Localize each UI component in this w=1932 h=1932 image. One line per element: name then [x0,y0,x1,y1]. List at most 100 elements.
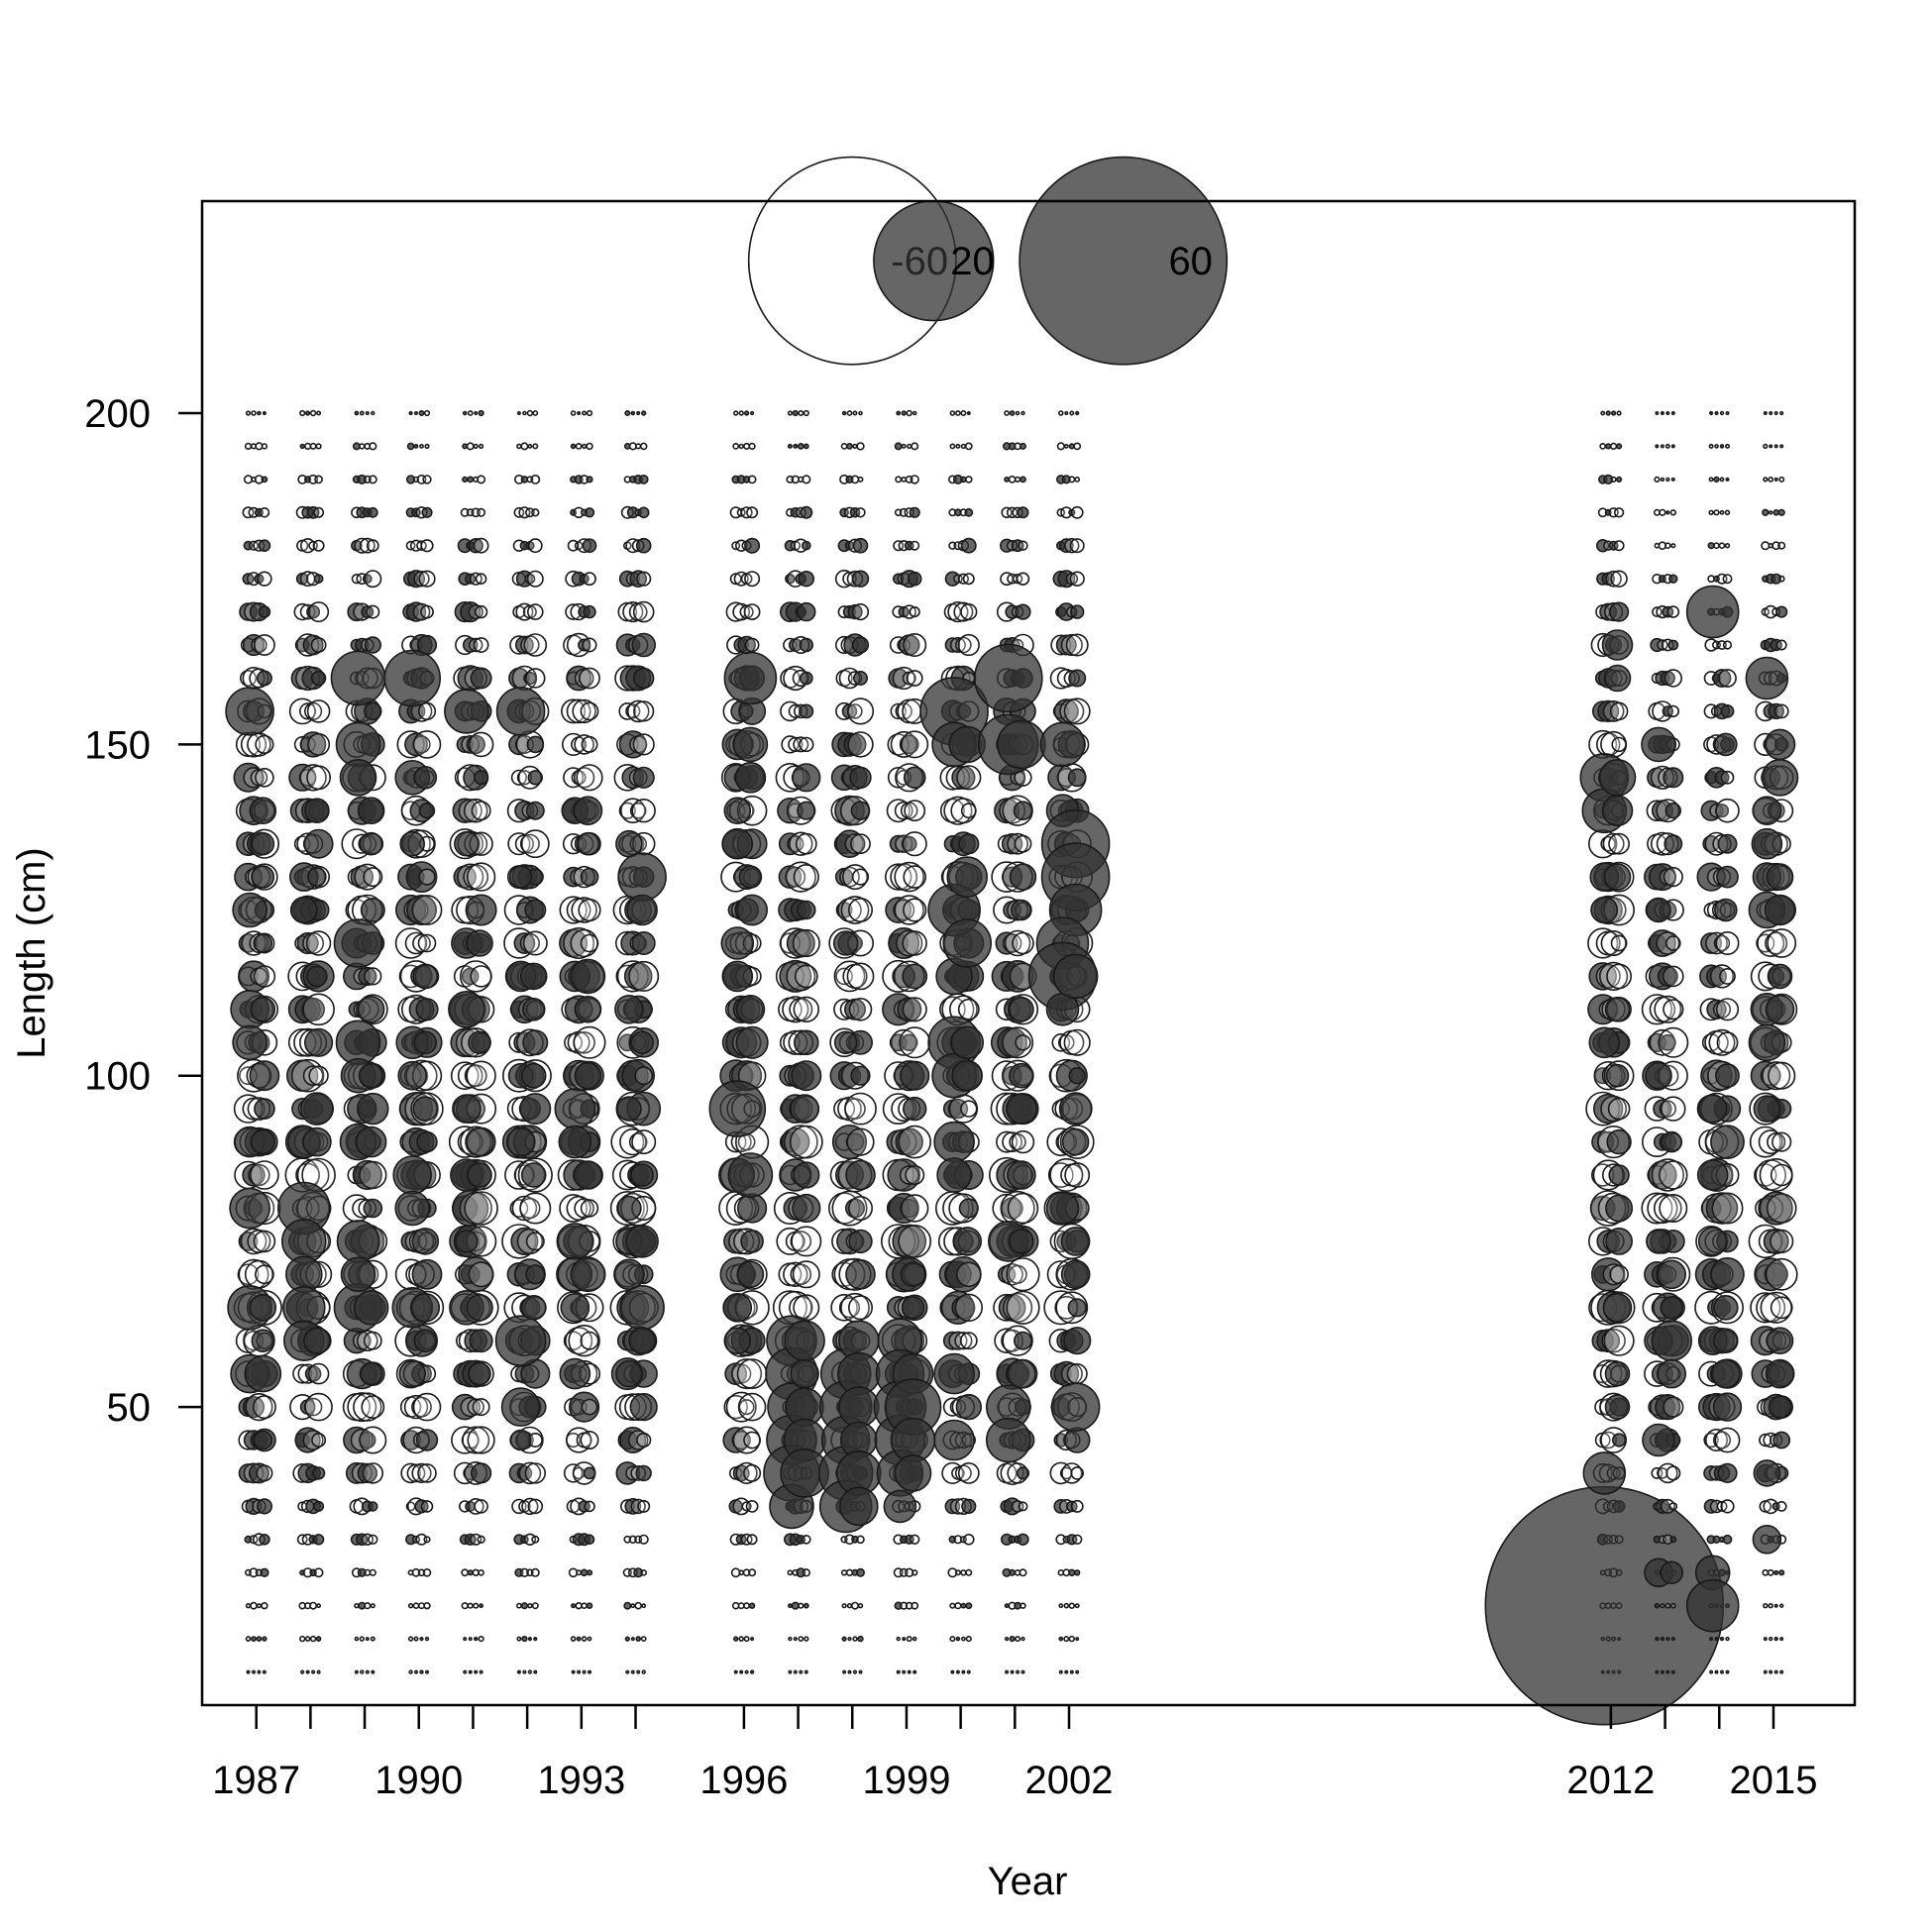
bubble [580,701,599,721]
bubble [1065,572,1079,586]
bubble [411,1396,432,1418]
bubble [1020,1602,1026,1609]
bubble [803,443,809,450]
bubble [370,1603,376,1609]
bubble [575,1601,583,1610]
bubble [847,1669,852,1674]
bubble [792,1260,820,1289]
bubble-large [570,958,606,995]
bubble-large [574,995,602,1023]
bubble [747,475,757,484]
bubble [581,1398,598,1416]
bubble [1655,1636,1660,1642]
bubble [368,475,377,484]
bubble [527,538,543,554]
bubble-large [1603,863,1632,891]
bubble [897,997,922,1022]
bubble [632,600,655,623]
bubble [1007,1192,1039,1225]
bubble-large [340,1256,376,1293]
bubble [1719,410,1725,416]
bubble [249,1060,280,1092]
bubble [364,967,382,986]
bubble [947,1567,958,1578]
bubble [313,1567,324,1578]
bubble [732,442,740,450]
bubble-large [494,1315,547,1366]
bubble [903,898,927,922]
bubble [858,1669,863,1674]
bubble [739,1669,744,1674]
bubble [953,601,974,622]
bubble [470,965,492,988]
bubble [516,1636,522,1642]
bubble [417,933,437,953]
bubble [743,442,751,450]
bubble [786,928,815,958]
bubble-large [250,1128,276,1155]
bubble [795,832,817,855]
bubble [737,1602,745,1610]
bubble-large [251,865,275,889]
bubble [1719,477,1725,483]
bubble [1016,572,1030,586]
bubble [364,1602,372,1610]
bubble-large [1761,758,1799,797]
bubble [1773,410,1778,415]
bubble-large [306,965,328,988]
bubble [1664,542,1671,550]
bubble [315,1636,322,1642]
y-tick-label: 150 [84,723,151,767]
bubble [1071,1534,1083,1546]
bubble [1603,1325,1635,1356]
bubble-large [1751,827,1783,860]
bubble [1765,1257,1798,1291]
bubble [797,900,816,920]
bubble [965,1602,973,1610]
bubble [309,442,317,450]
bubble [1610,410,1617,416]
bubble [1777,575,1785,583]
bubble [804,1636,809,1642]
bubble-large [302,1127,332,1157]
bubble-large [1711,1358,1741,1389]
bubble [1069,538,1085,554]
bubble [1768,510,1773,515]
bubble [363,1198,383,1219]
bubble [578,638,591,652]
bubble [1067,1298,1087,1318]
year-group-1999 [873,409,942,1674]
bubble [960,803,977,819]
bubble [1663,767,1684,789]
bubble [1654,1602,1661,1609]
bubble [793,1161,820,1189]
bubble [366,604,380,619]
bubble [306,699,331,723]
bubble [308,1065,329,1086]
bubble [516,1465,533,1481]
bubble [361,1395,385,1420]
bubble [363,867,383,888]
bubble [255,767,274,788]
bubble [1609,442,1618,451]
bubble [313,506,325,518]
bubble [406,442,415,451]
bubble [906,670,923,687]
bubble [1670,410,1675,415]
bubble [1664,443,1670,449]
bubble [1713,476,1720,483]
bubble [1710,1125,1745,1160]
bubble [411,895,443,925]
bubble [1709,1637,1714,1642]
bubble [244,442,253,451]
bubble-large [250,996,276,1022]
bubble [582,637,597,653]
bubble [1772,1431,1791,1449]
bubble-large [466,929,493,957]
bubble [1719,1636,1725,1642]
bubble [365,1637,370,1642]
bubble [629,1392,658,1422]
bubble [531,1535,540,1544]
bubble-large [1601,629,1634,661]
bubble [939,798,965,823]
